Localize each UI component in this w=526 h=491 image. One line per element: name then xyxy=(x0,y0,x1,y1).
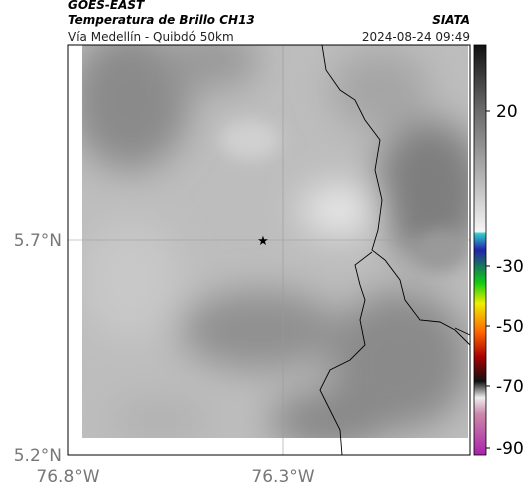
datetime: 2024-08-24 09:49 xyxy=(362,30,470,44)
colorbar-label: -50 xyxy=(496,317,524,337)
colorbar-label: 20 xyxy=(496,102,518,122)
lat-label: 5.2°N xyxy=(14,446,62,466)
lon-label: 76.3°W xyxy=(251,467,314,487)
colorbar-label: -30 xyxy=(496,257,524,277)
satellite-image xyxy=(82,45,468,438)
colorbar-ticks xyxy=(486,110,490,449)
lat-label: 5.7°N xyxy=(14,231,62,251)
border xyxy=(321,44,471,346)
agency: SIATA xyxy=(432,13,470,27)
border xyxy=(319,251,471,456)
map-frame xyxy=(67,44,471,456)
colorbar xyxy=(473,44,487,456)
colorbar-label: -90 xyxy=(496,439,524,459)
lon-label: 76.8°W xyxy=(36,467,99,487)
product: Temperatura de Brillo CH13 xyxy=(68,13,255,27)
location-marker: ★ xyxy=(257,234,269,249)
colorbar-label: -70 xyxy=(496,377,524,397)
satellite: GOES-EAST xyxy=(68,0,145,12)
location: Vía Medellín - Quibdó 50km xyxy=(68,30,234,44)
